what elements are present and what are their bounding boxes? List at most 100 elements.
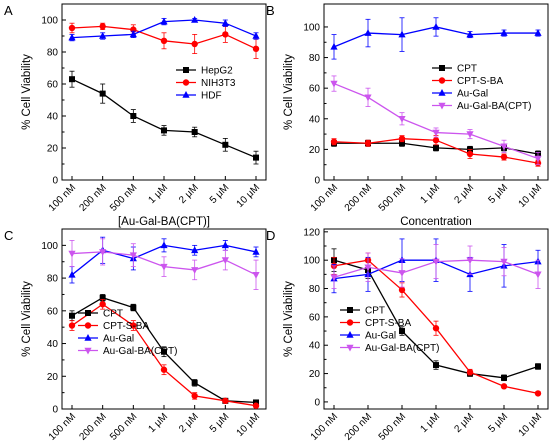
data-point [69,76,75,83]
y-tick-label: 120 [303,227,320,238]
y-tick-label: 80 [47,274,59,285]
data-point [191,246,199,254]
legend-item-cpt: CPT [78,309,123,320]
y-tick-label: 60 [309,84,321,95]
data-point [399,328,405,335]
series-cpt-s-ba [68,298,260,409]
legend-marker [439,65,445,71]
data-point [399,140,405,147]
series-cpt-s-ba [330,135,542,167]
data-point [252,32,260,39]
data-point [161,127,167,134]
data-point [161,348,167,355]
legend-label: CPT-S-BA [457,76,503,87]
legend-label: Au-Gal [457,89,488,100]
x-tick-label: 1 μM [418,411,442,435]
x-tick-label: 2 μM [177,182,201,206]
plot-frame [61,228,267,410]
x-tick-label: 1 μM [146,182,170,206]
data-point [191,129,198,135]
data-point [160,241,168,249]
data-point [222,141,229,148]
x-tick-label: 10 μM [235,411,263,439]
data-point [432,258,440,266]
data-point [330,80,338,88]
series-au-gal-ba-cpt [330,75,542,166]
legend-label: Au-Gal-BA(CPT) [457,101,531,112]
data-point [160,37,168,44]
y-tick-label: 80 [47,48,59,59]
y-axis-label: % Cell Viability [21,54,33,130]
legend-label: CPT-S-BA [365,318,411,329]
data-point [99,23,106,30]
data-point [432,137,440,144]
plot-frame [61,3,267,181]
y-tick-label: 0 [52,405,58,416]
data-point [253,399,259,406]
y-tick-label: 100 [41,241,58,252]
x-tick-label: 500 nM [377,182,408,213]
series-nih3t3 [68,22,260,59]
y-tick-label: 20 [309,145,321,156]
legend-item-au-gal-ba-cpt: Au-Gal-BA(CPT) [432,101,531,112]
x-tick-label: 2 μM [452,182,476,206]
data-point [398,286,406,294]
data-point [398,270,406,277]
data-point [99,294,106,301]
x-tick-label: 1 μM [146,411,170,435]
data-point [99,32,107,39]
legend-marker [84,347,92,355]
series-hepg2 [69,70,259,165]
data-point [432,325,440,332]
panel-b: B 0 20 40 60 80 100 100 nM 200 nM 500 nM 1 μM 2 μM 5… [266,3,549,228]
data-point [466,368,474,376]
data-point [398,115,406,123]
data-point [398,135,406,142]
series-au-gal-ba-cpt [68,238,260,290]
legend-marker [346,344,354,352]
legend-item-nih3t3: NIH3T3 [176,78,236,89]
y-axis-label: % Cell Viability [21,281,33,357]
y-axis-label: % Cell Viability [283,54,295,130]
legend-label: Au-Gal-BA(CPT) [365,343,439,354]
y-tick-label: 0 [52,176,58,187]
data-point [501,374,507,381]
legend-marker [84,334,92,341]
y-tick-label: 60 [47,80,59,91]
data-point [99,249,107,256]
y-tick-label: 80 [309,53,321,64]
data-point [534,29,542,36]
data-point [129,30,137,38]
data-point [364,140,372,147]
x-tick-label: 100 nM [309,182,340,213]
legend-label: Au-Gal [365,331,396,342]
data-point [500,153,508,161]
data-point [191,392,198,400]
data-point [221,257,229,265]
y-tick-label: 60 [47,306,59,317]
data-point [433,144,439,151]
legend-label: HDF [201,91,222,102]
x-tick-label: 100 nM [47,411,78,442]
legend-label: Au-Gal-BA(CPT) [103,346,177,357]
y-axis-label: % Cell Viability [283,281,295,357]
x-tick-label: 2 μM [452,411,476,435]
data-point [535,363,541,370]
data-point [500,143,508,151]
legend-label: CPT [103,309,123,320]
legend-label: CPT-S-BA [103,321,149,332]
data-point [432,129,440,137]
legend-item-au-gal: Au-Gal [340,331,396,342]
panel-letter: C [4,228,13,243]
data-point [191,16,199,23]
data-point [68,33,76,41]
x-tick-label: 500 nM [108,411,139,442]
legend-label: NIH3T3 [201,78,236,89]
data-point [252,272,260,279]
data-point [500,383,508,390]
legend-label: CPT [457,64,477,75]
series-line [71,78,257,159]
data-point [191,40,198,48]
data-point [221,19,229,26]
